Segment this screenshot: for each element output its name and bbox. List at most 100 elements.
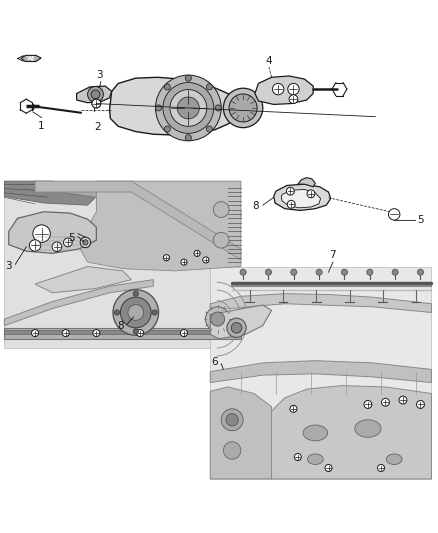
Circle shape bbox=[152, 310, 157, 315]
Ellipse shape bbox=[355, 420, 381, 437]
Circle shape bbox=[226, 414, 238, 426]
Circle shape bbox=[367, 269, 373, 275]
Circle shape bbox=[155, 75, 221, 141]
Circle shape bbox=[417, 400, 424, 408]
Polygon shape bbox=[9, 212, 96, 253]
Circle shape bbox=[120, 297, 151, 328]
Text: 3: 3 bbox=[6, 261, 12, 271]
Circle shape bbox=[180, 329, 187, 336]
Circle shape bbox=[417, 269, 424, 275]
FancyBboxPatch shape bbox=[210, 266, 431, 479]
Polygon shape bbox=[298, 177, 315, 187]
Circle shape bbox=[114, 310, 120, 315]
Ellipse shape bbox=[303, 425, 328, 441]
Text: 8: 8 bbox=[117, 321, 124, 330]
Circle shape bbox=[170, 90, 207, 126]
Circle shape bbox=[206, 84, 212, 90]
Circle shape bbox=[291, 269, 297, 275]
Text: 1: 1 bbox=[37, 121, 44, 131]
Circle shape bbox=[133, 291, 138, 296]
Polygon shape bbox=[210, 387, 272, 479]
Polygon shape bbox=[35, 181, 241, 260]
Circle shape bbox=[213, 201, 229, 217]
Polygon shape bbox=[77, 86, 112, 103]
Circle shape bbox=[62, 329, 69, 336]
Text: WJ: WJ bbox=[27, 56, 35, 61]
Circle shape bbox=[137, 329, 144, 336]
Circle shape bbox=[113, 290, 159, 335]
Circle shape bbox=[185, 75, 191, 81]
Circle shape bbox=[307, 190, 315, 198]
Circle shape bbox=[163, 255, 170, 261]
Text: 5: 5 bbox=[68, 233, 74, 243]
Circle shape bbox=[211, 312, 225, 326]
Circle shape bbox=[64, 238, 72, 247]
Circle shape bbox=[83, 240, 88, 245]
Circle shape bbox=[290, 405, 297, 413]
Text: 2: 2 bbox=[94, 122, 101, 132]
Circle shape bbox=[80, 237, 91, 248]
Circle shape bbox=[389, 209, 400, 220]
Polygon shape bbox=[4, 328, 241, 339]
Circle shape bbox=[378, 464, 385, 472]
Circle shape bbox=[33, 225, 50, 243]
Polygon shape bbox=[281, 189, 321, 208]
Polygon shape bbox=[35, 266, 131, 293]
Circle shape bbox=[229, 94, 257, 122]
Circle shape bbox=[29, 240, 41, 251]
Circle shape bbox=[223, 442, 241, 459]
Polygon shape bbox=[4, 330, 241, 334]
Polygon shape bbox=[255, 76, 313, 104]
Circle shape bbox=[316, 269, 322, 275]
Polygon shape bbox=[210, 294, 431, 312]
Text: 7: 7 bbox=[329, 250, 336, 260]
Circle shape bbox=[341, 269, 347, 275]
Circle shape bbox=[163, 83, 214, 133]
Circle shape bbox=[399, 396, 407, 404]
Circle shape bbox=[88, 86, 103, 102]
Polygon shape bbox=[35, 181, 241, 219]
Circle shape bbox=[325, 464, 332, 472]
Circle shape bbox=[215, 105, 221, 111]
Circle shape bbox=[91, 90, 100, 99]
Circle shape bbox=[392, 269, 398, 275]
Circle shape bbox=[265, 269, 272, 275]
Text: 6: 6 bbox=[212, 357, 218, 367]
Circle shape bbox=[93, 329, 100, 336]
Circle shape bbox=[223, 88, 263, 128]
Circle shape bbox=[194, 251, 200, 256]
Circle shape bbox=[203, 257, 209, 263]
Circle shape bbox=[289, 95, 298, 103]
Circle shape bbox=[128, 304, 144, 320]
Circle shape bbox=[286, 187, 294, 195]
Circle shape bbox=[231, 322, 242, 333]
Circle shape bbox=[288, 84, 299, 95]
Circle shape bbox=[164, 126, 170, 132]
Polygon shape bbox=[274, 184, 331, 211]
Circle shape bbox=[185, 135, 191, 141]
Polygon shape bbox=[210, 361, 431, 383]
Circle shape bbox=[287, 200, 295, 208]
Polygon shape bbox=[110, 77, 239, 135]
Text: 8: 8 bbox=[252, 201, 258, 212]
Polygon shape bbox=[4, 181, 96, 205]
FancyBboxPatch shape bbox=[4, 181, 239, 348]
Polygon shape bbox=[79, 181, 241, 271]
Circle shape bbox=[52, 242, 62, 252]
Polygon shape bbox=[4, 280, 153, 326]
Circle shape bbox=[227, 318, 246, 337]
Circle shape bbox=[364, 400, 372, 408]
Ellipse shape bbox=[307, 454, 323, 464]
Circle shape bbox=[181, 259, 187, 265]
Polygon shape bbox=[210, 305, 272, 339]
Circle shape bbox=[205, 307, 230, 332]
Circle shape bbox=[164, 84, 170, 90]
Circle shape bbox=[32, 329, 39, 336]
Polygon shape bbox=[267, 386, 431, 479]
Circle shape bbox=[133, 329, 138, 334]
Circle shape bbox=[381, 398, 389, 406]
Circle shape bbox=[92, 99, 101, 108]
Circle shape bbox=[221, 409, 243, 431]
Circle shape bbox=[213, 232, 229, 248]
Text: 3: 3 bbox=[96, 70, 103, 80]
